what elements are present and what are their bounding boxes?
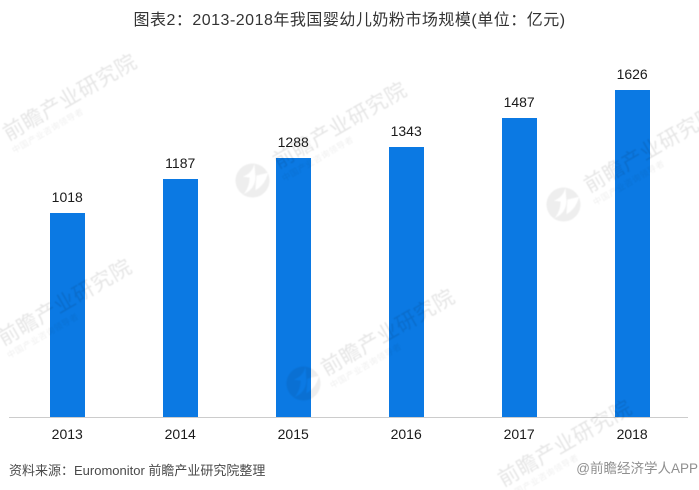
credit-note: @前瞻经济学人APP	[576, 461, 698, 476]
bar-2016	[388, 147, 424, 418]
value-label-2017: 1487	[503, 94, 535, 111]
value-label-2014: 1187	[165, 155, 196, 172]
bar-2017	[501, 118, 537, 418]
x-tick-2014: 2014	[164, 425, 196, 442]
watermark-tagline-text: 中国产业咨询领导者	[10, 105, 86, 155]
x-tick-2013: 2013	[51, 425, 83, 442]
source-note: 资料来源：Euromonitor 前瞻产业研究院整理	[9, 463, 266, 478]
x-tick-2017: 2017	[503, 425, 535, 442]
bar-2013	[49, 213, 85, 418]
watermark-tagline-text: 中国产业咨询领导者	[505, 451, 581, 490]
watermark-brand-text: 前瞻产业研究院	[0, 49, 142, 145]
value-label-2013: 1018	[51, 189, 83, 206]
x-tick-2016: 2016	[390, 425, 422, 442]
value-label-2015: 1288	[277, 134, 309, 151]
watermark-logo-icon	[546, 186, 581, 227]
chart-title: 图表2：2013-2018年我国婴幼儿奶粉市场规模(单位：亿元)	[133, 12, 566, 29]
x-tick-2018: 2018	[616, 425, 648, 442]
value-label-2016: 1343	[390, 123, 422, 140]
bar-2015	[275, 158, 311, 418]
x-axis-line	[9, 417, 688, 419]
bar-2018	[614, 90, 650, 418]
x-tick-2015: 2015	[277, 425, 309, 442]
bar-2014	[162, 179, 198, 418]
watermark-logo-icon	[235, 163, 270, 203]
value-label-2018: 1626	[616, 66, 648, 83]
